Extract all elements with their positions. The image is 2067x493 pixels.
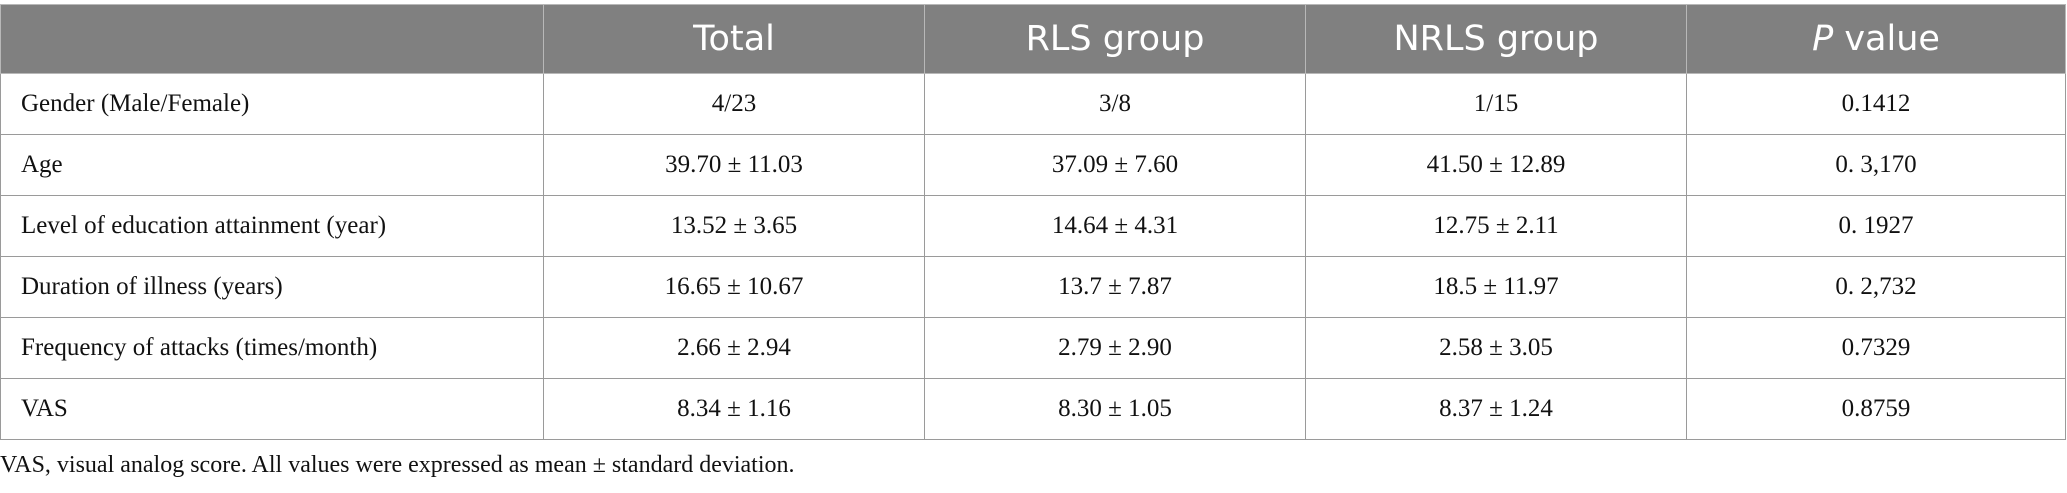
- header-nrls-group: NRLS group: [1305, 4, 1687, 74]
- table-body: Gender (Male/Female) 4/23 3/8 1/15 0.141…: [0, 73, 2066, 440]
- cell-p-value: 0.1412: [1686, 73, 2066, 135]
- cell-nrls: 41.50 ± 12.89: [1305, 134, 1687, 196]
- cell-p-value: 0.8759: [1686, 378, 2066, 440]
- cell-total: 13.52 ± 3.65: [543, 195, 925, 257]
- cell-total: 39.70 ± 11.03: [543, 134, 925, 196]
- cell-p-value: 0. 3,170: [1686, 134, 2066, 196]
- table-row: Duration of illness (years) 16.65 ± 10.6…: [0, 256, 2066, 318]
- cell-p-value: 0. 2,732: [1686, 256, 2066, 318]
- cell-nrls: 12.75 ± 2.11: [1305, 195, 1687, 257]
- demographics-table: Total RLS group NRLS group P value Gende…: [0, 4, 2066, 440]
- cell-total: 8.34 ± 1.16: [543, 378, 925, 440]
- table-footnote: VAS, visual analog score. All values wer…: [0, 452, 795, 478]
- cell-total: 4/23: [543, 73, 925, 135]
- cell-rls: 37.09 ± 7.60: [924, 134, 1306, 196]
- table-row: VAS 8.34 ± 1.16 8.30 ± 1.05 8.37 ± 1.24 …: [0, 378, 2066, 440]
- row-label: Level of education attainment (year): [0, 195, 544, 257]
- row-label: Gender (Male/Female): [0, 73, 544, 135]
- cell-nrls: 1/15: [1305, 73, 1687, 135]
- cell-rls: 8.30 ± 1.05: [924, 378, 1306, 440]
- header-rls-group: RLS group: [924, 4, 1306, 74]
- cell-rls: 13.7 ± 7.87: [924, 256, 1306, 318]
- cell-rls: 3/8: [924, 73, 1306, 135]
- header-total: Total: [543, 4, 925, 74]
- header-p-italic: P: [1812, 19, 1834, 59]
- table-header: Total RLS group NRLS group P value: [0, 4, 2066, 74]
- cell-rls: 2.79 ± 2.90: [924, 317, 1306, 379]
- cell-p-value: 0.7329: [1686, 317, 2066, 379]
- cell-rls: 14.64 ± 4.31: [924, 195, 1306, 257]
- cell-nrls: 2.58 ± 3.05: [1305, 317, 1687, 379]
- cell-p-value: 0. 1927: [1686, 195, 2066, 257]
- header-p-value: P value: [1686, 4, 2066, 74]
- row-label: Frequency of attacks (times/month): [0, 317, 544, 379]
- row-label: Age: [0, 134, 544, 196]
- row-label: Duration of illness (years): [0, 256, 544, 318]
- table-row: Frequency of attacks (times/month) 2.66 …: [0, 317, 2066, 379]
- header-p-rest: value: [1833, 19, 1940, 59]
- cell-total: 2.66 ± 2.94: [543, 317, 925, 379]
- cell-nrls: 18.5 ± 11.97: [1305, 256, 1687, 318]
- header-row: Total RLS group NRLS group P value: [0, 4, 2066, 74]
- header-label-cell: [0, 4, 544, 74]
- row-label: VAS: [0, 378, 544, 440]
- table-row: Level of education attainment (year) 13.…: [0, 195, 2066, 257]
- cell-nrls: 8.37 ± 1.24: [1305, 378, 1687, 440]
- table-row: Gender (Male/Female) 4/23 3/8 1/15 0.141…: [0, 73, 2066, 135]
- cell-total: 16.65 ± 10.67: [543, 256, 925, 318]
- table-row: Age 39.70 ± 11.03 37.09 ± 7.60 41.50 ± 1…: [0, 134, 2066, 196]
- data-table-container: Total RLS group NRLS group P value Gende…: [0, 4, 2066, 440]
